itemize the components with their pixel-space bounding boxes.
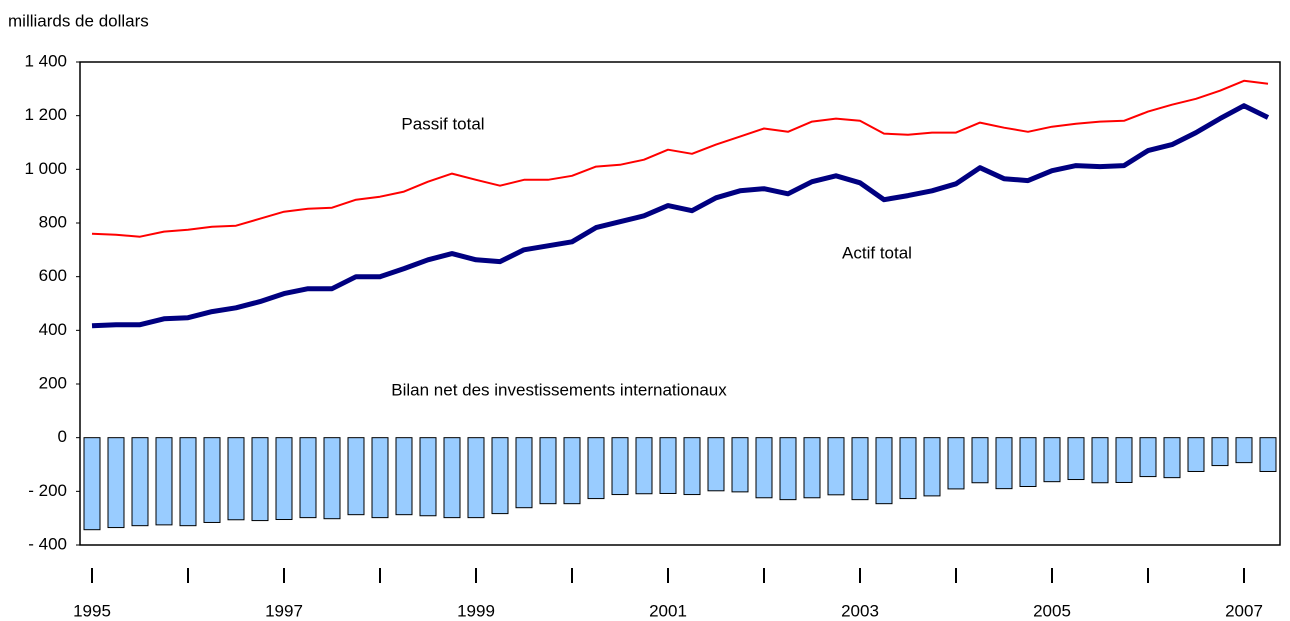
plot-frame	[79, 61, 1281, 546]
bar	[227, 437, 245, 521]
series-label: Actif total	[842, 243, 912, 262]
x-tick-label: 1997	[265, 601, 303, 620]
bar	[1043, 437, 1061, 483]
bar	[779, 437, 797, 501]
bar	[1067, 437, 1085, 481]
bar	[251, 437, 269, 522]
line	[91, 103, 1270, 329]
bar	[827, 437, 845, 496]
y-tick-label: 0	[58, 427, 67, 446]
series-label: Bilan net des investissements internatio…	[391, 380, 727, 399]
bar	[491, 437, 509, 515]
bar	[1139, 437, 1157, 478]
bar	[323, 437, 341, 520]
y-tick-label: 600	[39, 266, 67, 285]
bar	[515, 437, 533, 509]
bar	[731, 437, 749, 493]
bar	[539, 437, 557, 505]
y-tick-label: 1 000	[24, 159, 67, 178]
bar	[659, 437, 677, 494]
bar	[875, 437, 893, 505]
bar	[899, 437, 917, 500]
y-tick-label: 1 400	[24, 51, 67, 70]
bar	[131, 437, 149, 527]
x-tick-label: 2003	[841, 601, 879, 620]
series-label: Passif total	[401, 114, 484, 133]
x-tick-label: 2001	[649, 601, 687, 620]
bar	[587, 437, 605, 500]
bar	[1259, 437, 1277, 472]
x-tick-label: 2005	[1033, 601, 1071, 620]
y-tick-label: 400	[39, 320, 67, 339]
bar	[1019, 437, 1037, 488]
bar	[1211, 437, 1229, 467]
bar	[635, 437, 653, 495]
y-axis-label: milliards de dollars	[8, 11, 149, 30]
bar	[563, 437, 581, 505]
bar	[419, 437, 437, 517]
bar	[203, 437, 221, 523]
bar	[347, 437, 365, 516]
y-tick-label: 800	[39, 212, 67, 231]
y-tick-label: 200	[39, 373, 67, 392]
bar	[467, 437, 485, 519]
bar	[299, 437, 317, 519]
bar	[443, 437, 461, 519]
y-tick-label: 1 200	[24, 105, 67, 124]
bar	[1115, 437, 1133, 483]
bar	[971, 437, 989, 484]
bar	[1187, 437, 1205, 472]
bar	[107, 437, 125, 529]
bar	[371, 437, 389, 519]
bar	[995, 437, 1013, 490]
bar	[179, 437, 197, 527]
bar	[395, 437, 413, 516]
bar	[851, 437, 869, 501]
x-tick-label: 2007	[1225, 601, 1263, 620]
y-tick-label: - 400	[28, 534, 67, 553]
bar	[83, 437, 101, 531]
bar	[1235, 437, 1253, 464]
x-tick-label: 1999	[457, 601, 495, 620]
bar	[275, 437, 293, 521]
bar	[1091, 437, 1109, 484]
bar	[947, 437, 965, 490]
bar	[755, 437, 773, 499]
bar	[155, 437, 173, 526]
bar	[683, 437, 701, 496]
bar	[707, 437, 725, 492]
bar	[611, 437, 629, 496]
x-tick-label: 1995	[73, 601, 111, 620]
bar	[803, 437, 821, 499]
y-tick-label: - 200	[28, 481, 67, 500]
bar	[1163, 437, 1181, 479]
line	[91, 79, 1269, 238]
bar	[923, 437, 941, 497]
